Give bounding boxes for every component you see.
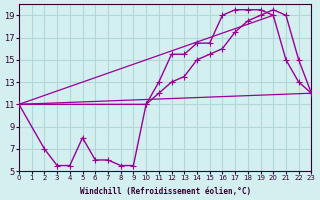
X-axis label: Windchill (Refroidissement éolien,°C): Windchill (Refroidissement éolien,°C) [80, 187, 251, 196]
